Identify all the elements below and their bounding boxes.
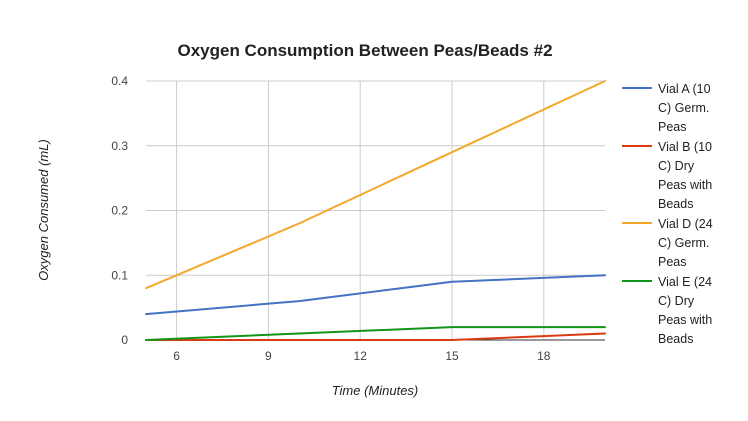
legend-label: Vial E (24 (658, 275, 712, 289)
legend-label: C) Dry (658, 159, 695, 173)
series-line-4 (145, 326, 606, 341)
legend-label: Peas with (658, 178, 712, 192)
legend-label: Peas with (658, 313, 712, 327)
legend-label: Vial D (24 (658, 217, 713, 231)
series-lines (145, 80, 606, 341)
y-tick-labels: 0 0.1 0.2 0.3 0.4 (111, 74, 128, 347)
legend-label: Peas (658, 120, 687, 134)
x-axis-label: Time (Minutes) (332, 383, 419, 398)
series-line-2 (145, 332, 606, 341)
legend-label: Peas (658, 255, 687, 269)
x-tick-labels: 6 9 12 15 18 (173, 349, 551, 363)
legend-label: Beads (658, 197, 693, 211)
chart-title: Oxygen Consumption Between Peas/Beads #2 (177, 41, 552, 60)
y-tick-label: 0.2 (111, 204, 128, 218)
x-tick-label: 18 (537, 349, 551, 363)
y-tick-label: 0.1 (111, 268, 128, 282)
legend-label: Vial A (10 (658, 82, 711, 96)
y-axis-label: Oxygen Consumed (mL) (36, 139, 51, 281)
legend-label: C) Germ. (658, 236, 709, 250)
legend: Vial A (10 C) Germ. Peas Vial B (10 C) Dry Pe… (622, 82, 713, 346)
legend-label: Beads (658, 332, 693, 346)
legend-label: Vial B (10 (658, 140, 712, 154)
series-line-3 (145, 80, 606, 290)
x-tick-label: 15 (445, 349, 459, 363)
x-tick-label: 9 (265, 349, 272, 363)
grid-lines (146, 80, 605, 340)
legend-label: C) Germ. (658, 101, 709, 115)
y-tick-label: 0.3 (111, 139, 128, 153)
y-tick-label: 0 (121, 333, 128, 347)
series-line-1 (145, 274, 606, 316)
legend-label: C) Dry (658, 294, 695, 308)
y-tick-label: 0.4 (111, 74, 128, 88)
x-tick-label: 12 (354, 349, 368, 363)
x-tick-label: 6 (173, 349, 180, 363)
